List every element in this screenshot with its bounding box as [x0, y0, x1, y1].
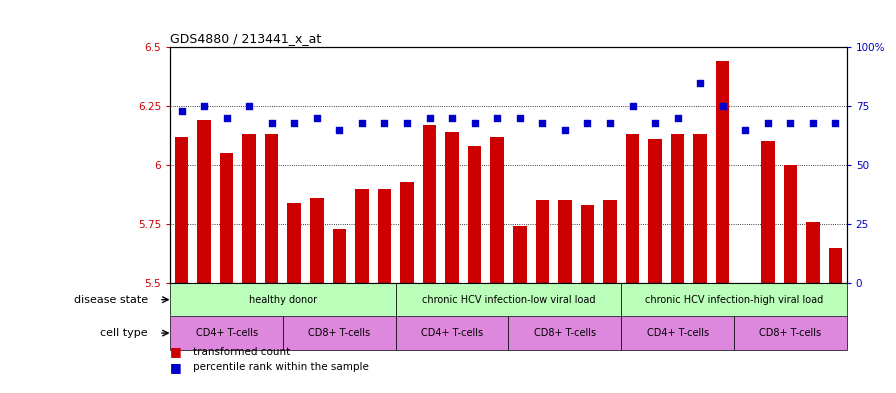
- Point: [581, 119, 595, 126]
- Point: [197, 103, 211, 109]
- Bar: [220, 153, 233, 283]
- Text: percentile rank within the sample: percentile rank within the sample: [193, 362, 368, 373]
- Point: [445, 115, 460, 121]
- Point: [490, 115, 504, 121]
- Bar: [621, 316, 734, 350]
- Bar: [401, 182, 414, 283]
- Bar: [468, 146, 481, 283]
- Point: [783, 119, 797, 126]
- Bar: [490, 137, 504, 283]
- Bar: [396, 283, 621, 316]
- Text: CD4+ T-cells: CD4+ T-cells: [421, 328, 483, 338]
- Text: CD8+ T-cells: CD8+ T-cells: [534, 328, 596, 338]
- Point: [535, 119, 549, 126]
- Text: disease state: disease state: [73, 295, 148, 305]
- Bar: [734, 316, 847, 350]
- Bar: [170, 316, 283, 350]
- Point: [625, 103, 640, 109]
- Text: transformed count: transformed count: [193, 347, 290, 357]
- Text: CD8+ T-cells: CD8+ T-cells: [308, 328, 370, 338]
- Bar: [625, 134, 639, 283]
- Text: chronic HCV infection-high viral load: chronic HCV infection-high viral load: [645, 295, 823, 305]
- Bar: [396, 316, 509, 350]
- Text: GDS4880 / 213441_x_at: GDS4880 / 213441_x_at: [170, 31, 322, 44]
- Bar: [423, 125, 436, 283]
- Bar: [288, 203, 301, 283]
- Point: [377, 119, 392, 126]
- Bar: [355, 189, 368, 283]
- Bar: [536, 200, 549, 283]
- Point: [761, 119, 775, 126]
- Point: [264, 119, 279, 126]
- Point: [806, 119, 820, 126]
- Bar: [197, 120, 211, 283]
- Bar: [581, 205, 594, 283]
- Bar: [806, 222, 820, 283]
- Bar: [175, 137, 188, 283]
- Point: [242, 103, 256, 109]
- Bar: [243, 134, 256, 283]
- Bar: [784, 165, 797, 283]
- Bar: [649, 139, 662, 283]
- Text: CD8+ T-cells: CD8+ T-cells: [759, 328, 822, 338]
- Point: [355, 119, 369, 126]
- Point: [828, 119, 842, 126]
- Point: [738, 127, 753, 133]
- Text: ■: ■: [170, 361, 182, 374]
- Text: chronic HCV infection-low viral load: chronic HCV infection-low viral load: [422, 295, 595, 305]
- Bar: [761, 141, 774, 283]
- Bar: [508, 316, 621, 350]
- Bar: [829, 248, 842, 283]
- Point: [716, 103, 730, 109]
- Bar: [513, 226, 527, 283]
- Text: CD4+ T-cells: CD4+ T-cells: [195, 328, 258, 338]
- Bar: [310, 198, 323, 283]
- Bar: [170, 283, 396, 316]
- Bar: [378, 189, 392, 283]
- Bar: [621, 283, 847, 316]
- Point: [513, 115, 527, 121]
- Point: [220, 115, 234, 121]
- Point: [557, 127, 572, 133]
- Text: CD4+ T-cells: CD4+ T-cells: [647, 328, 709, 338]
- Point: [422, 115, 436, 121]
- Text: cell type: cell type: [100, 328, 148, 338]
- Point: [332, 127, 347, 133]
- Point: [400, 119, 414, 126]
- Point: [175, 108, 189, 114]
- Point: [670, 115, 685, 121]
- Point: [310, 115, 324, 121]
- Bar: [671, 134, 685, 283]
- Point: [603, 119, 617, 126]
- Bar: [694, 134, 707, 283]
- Point: [693, 79, 707, 86]
- Point: [648, 119, 662, 126]
- Text: ■: ■: [170, 345, 182, 358]
- Bar: [558, 200, 572, 283]
- Point: [468, 119, 482, 126]
- Bar: [283, 316, 396, 350]
- Bar: [265, 134, 279, 283]
- Bar: [603, 200, 616, 283]
- Text: healthy donor: healthy donor: [249, 295, 317, 305]
- Bar: [716, 61, 729, 283]
- Point: [287, 119, 301, 126]
- Bar: [445, 132, 459, 283]
- Bar: [332, 229, 346, 283]
